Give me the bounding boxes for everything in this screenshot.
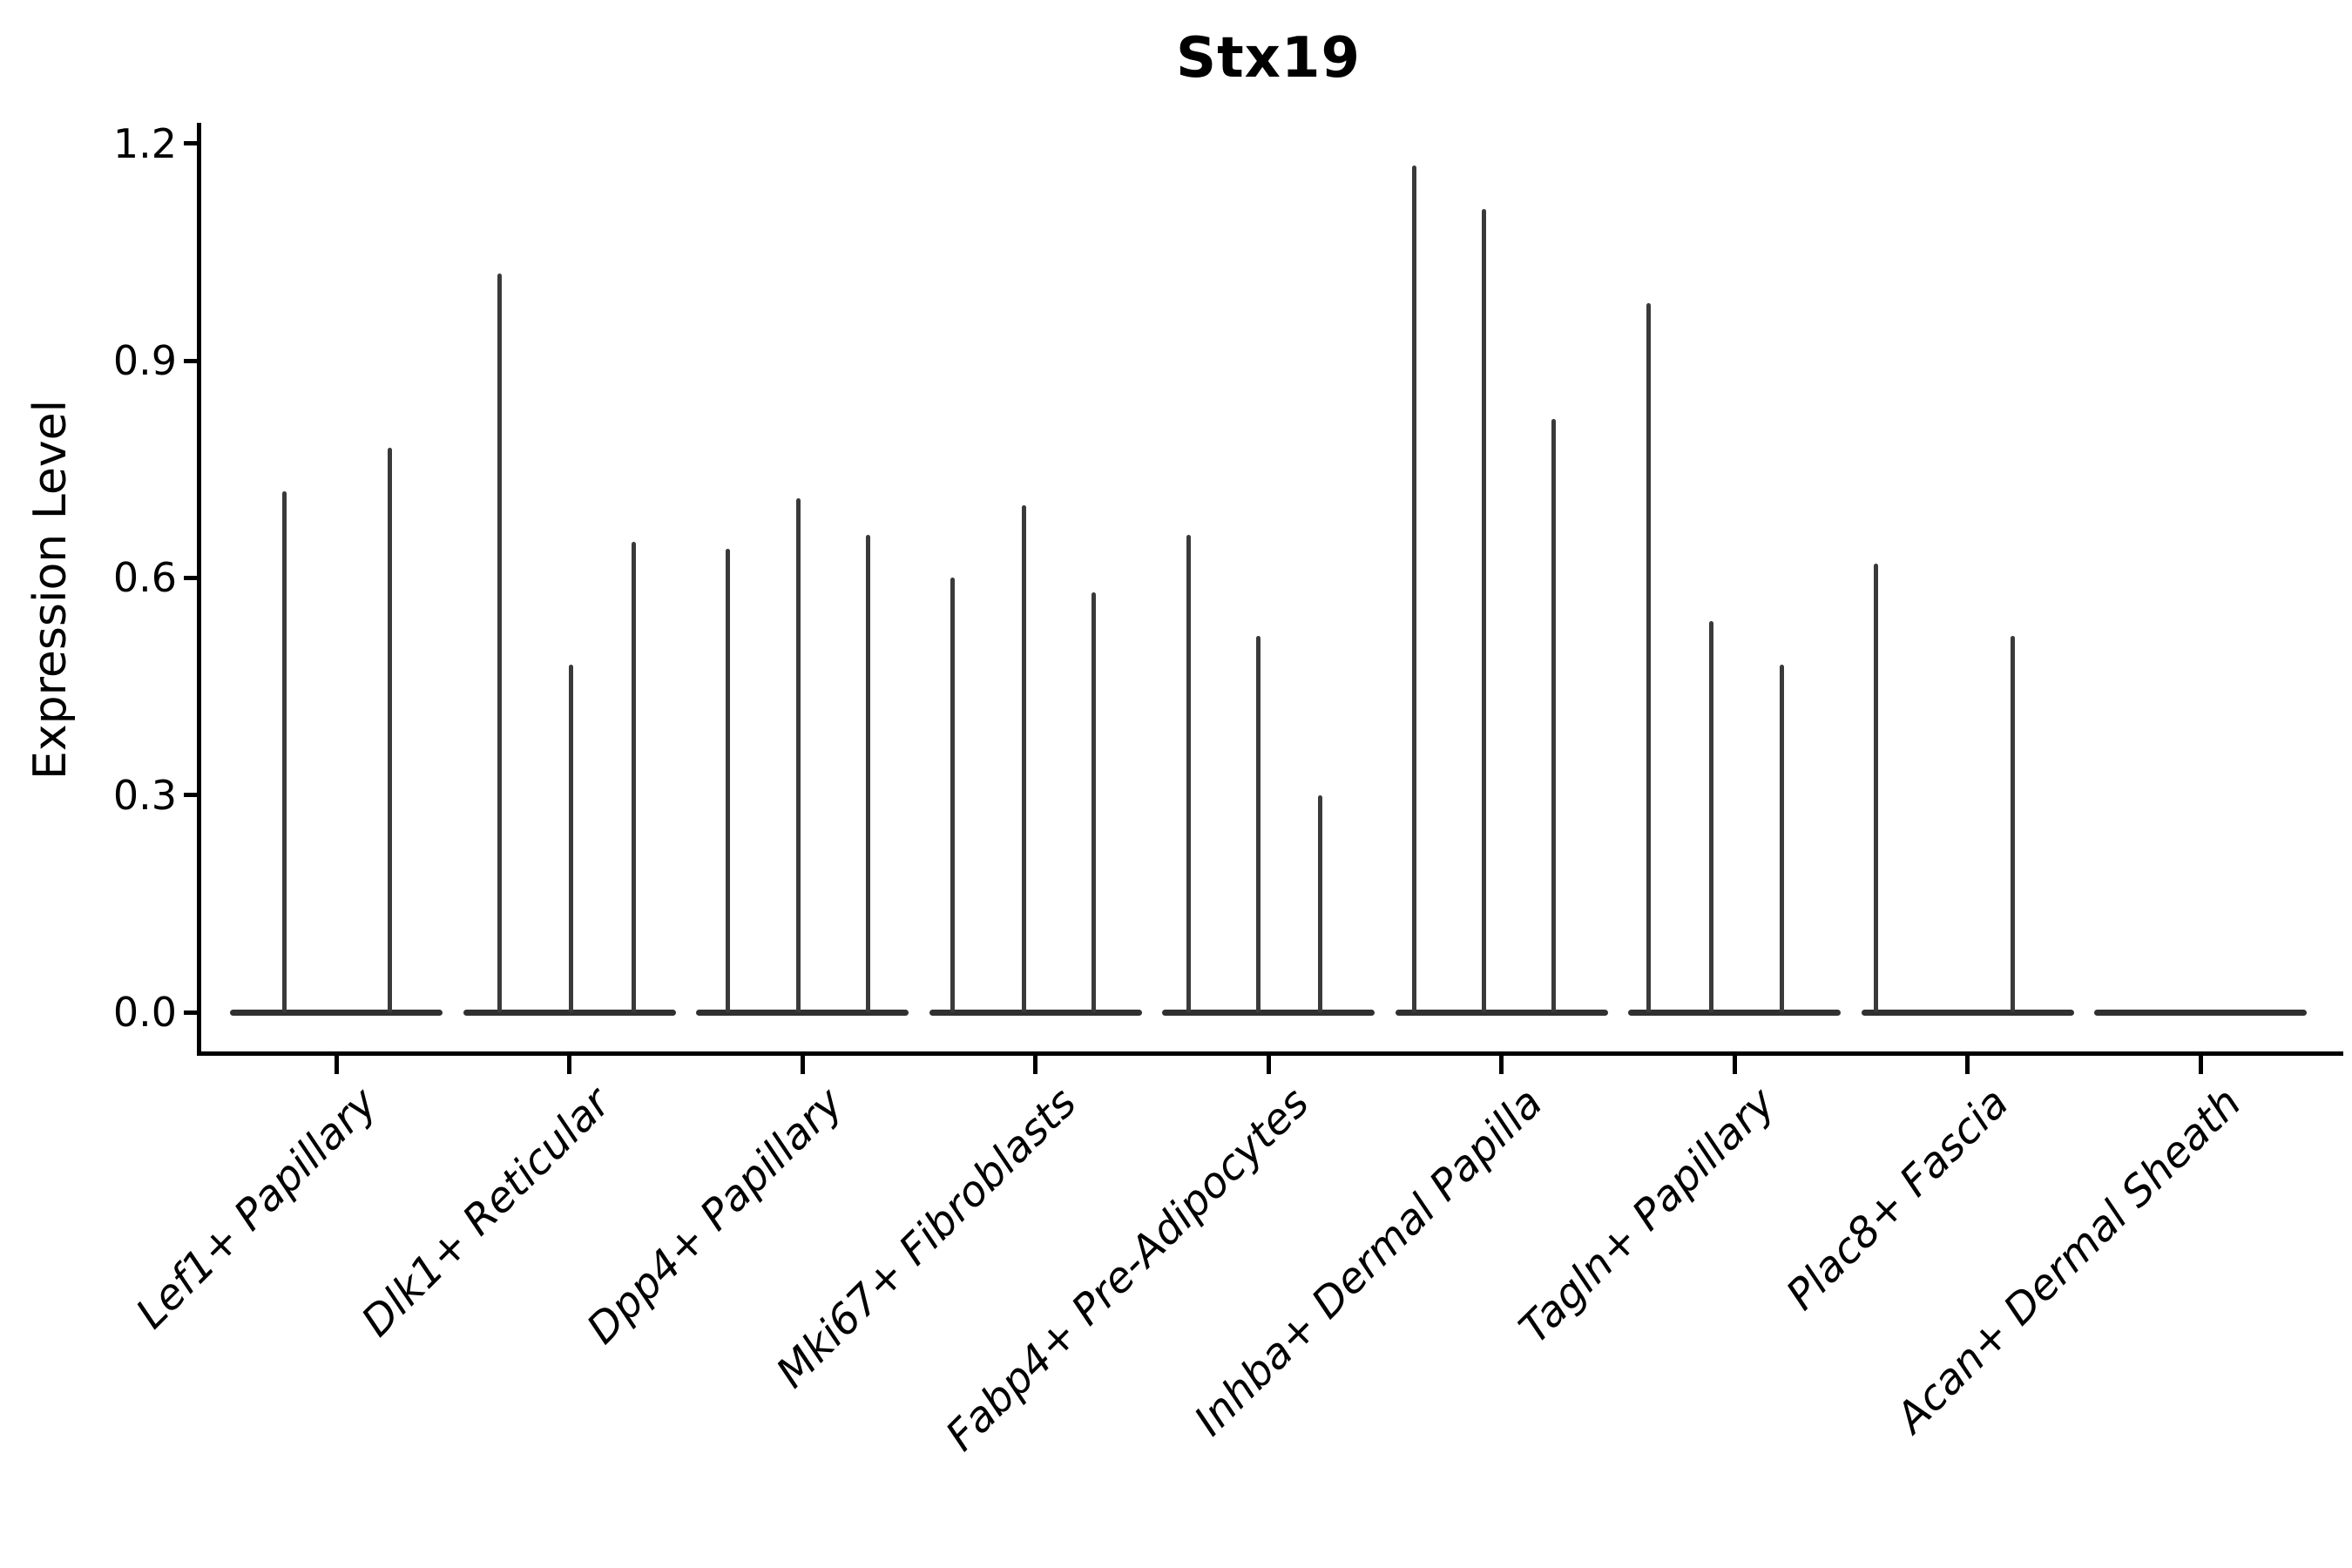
- violin-baseline: [929, 1009, 1142, 1016]
- violin-spike: [1186, 534, 1191, 1012]
- x-tick-label: Mki67+ Fibroblasts: [767, 1078, 1086, 1398]
- x-tick-label: Acan+ Dermal Sheath: [1886, 1078, 2251, 1443]
- x-tick-label: Inhba+ Dermal Papilla: [1184, 1078, 1552, 1446]
- violin-spike: [1412, 165, 1416, 1012]
- violin-spike: [950, 578, 955, 1012]
- y-tick-label: 0.9: [112, 337, 177, 385]
- x-tick-label: Fabp4+ Pre-Adipocytes: [936, 1078, 1319, 1461]
- y-tick-mark: [184, 1010, 199, 1015]
- x-tick-mark: [1266, 1056, 1271, 1074]
- violin-spike: [1022, 505, 1026, 1012]
- violin-spike: [1708, 621, 1713, 1012]
- violin-baseline: [1162, 1009, 1375, 1016]
- violin-spike: [632, 541, 636, 1012]
- violin-baseline: [696, 1009, 909, 1016]
- violin-baseline: [463, 1009, 676, 1016]
- x-tick-mark: [1732, 1056, 1737, 1074]
- y-tick-label: 0.6: [112, 554, 177, 602]
- violin-spike: [1874, 563, 1878, 1012]
- y-tick-mark: [184, 575, 199, 580]
- violin-baseline: [1861, 1009, 2074, 1016]
- violin-spike: [569, 665, 573, 1012]
- violin-spike: [1551, 418, 1556, 1012]
- y-tick-label: 1.2: [112, 119, 177, 167]
- y-tick-mark: [184, 141, 199, 146]
- x-tick-mark: [1499, 1056, 1504, 1074]
- violin-spike: [865, 534, 870, 1012]
- violin-spike: [1646, 302, 1651, 1012]
- violin-spike: [1482, 208, 1486, 1012]
- x-tick-label: Dlk1+ Reticular: [351, 1078, 620, 1347]
- y-tick-mark: [184, 358, 199, 363]
- y-tick-label: 0.3: [112, 771, 177, 819]
- violin-spike: [1255, 635, 1260, 1012]
- violin-spike: [2011, 635, 2015, 1012]
- violin-spike: [1779, 665, 1784, 1012]
- violin-baseline: [1628, 1009, 1841, 1016]
- x-tick-mark: [1965, 1056, 1970, 1074]
- violin-baseline: [230, 1009, 443, 1016]
- violin-spike: [725, 549, 730, 1012]
- y-axis-spine: [197, 123, 201, 1056]
- x-tick-label: Plac8+ Fascia: [1776, 1078, 2018, 1320]
- chart-title: Stx19: [1175, 26, 1362, 91]
- violin-spike: [281, 490, 287, 1012]
- x-tick-mark: [800, 1056, 805, 1074]
- x-tick-mark: [567, 1056, 571, 1074]
- violin-baseline: [1395, 1009, 1608, 1016]
- y-tick-label: 0.0: [112, 989, 177, 1036]
- violin-baseline: [2094, 1009, 2307, 1016]
- x-tick-label: Dpp4+ Papillary: [578, 1078, 853, 1354]
- violin-spike: [497, 274, 502, 1012]
- x-tick-mark: [334, 1056, 339, 1074]
- x-axis-spine: [197, 1051, 2343, 1056]
- violin-spike: [1092, 592, 1096, 1012]
- violin-spike: [387, 447, 392, 1012]
- x-tick-mark: [2198, 1056, 2203, 1074]
- x-tick-label: Tagln+ Papillary: [1510, 1078, 1785, 1354]
- violin-spike: [795, 497, 801, 1012]
- y-tick-mark: [184, 793, 199, 798]
- x-tick-mark: [1033, 1056, 1037, 1074]
- violin-spike: [1317, 794, 1322, 1012]
